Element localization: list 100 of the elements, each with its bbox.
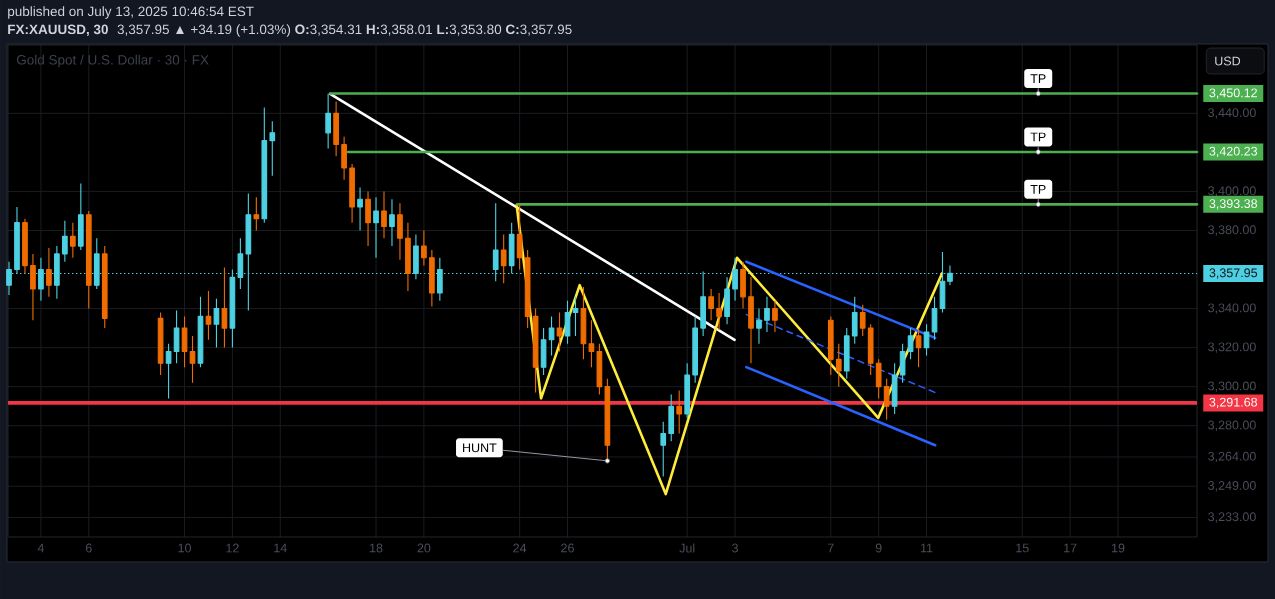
y-tick-label: 3,249.00 (1208, 481, 1256, 492)
annotation: TP (1030, 74, 1046, 83)
annotation: TP (1030, 185, 1046, 194)
x-tick-label: 11 (921, 543, 933, 553)
candlestick (891, 362, 898, 415)
data-label: 3,450.12 (1209, 88, 1257, 99)
x-tick-label: 7 (827, 543, 834, 553)
candlestick (269, 120, 276, 177)
candlestick (22, 218, 28, 274)
text: USD (1215, 56, 1241, 66)
candlestick (500, 233, 507, 284)
annotation: Gold Spot / U.S. Dollar · 30 · FX (16, 54, 209, 68)
y-tick-label: 3,280.00 (1208, 420, 1256, 431)
candlestick (867, 323, 874, 376)
candlestick (189, 335, 196, 384)
candlestick (46, 247, 52, 298)
candlestick (740, 261, 746, 310)
candlestick (835, 343, 842, 388)
candlestick (732, 257, 738, 302)
x-tick-label: 19 (1112, 543, 1125, 553)
candlestick (772, 300, 778, 333)
candlestick (748, 276, 754, 364)
candlestick (325, 93, 331, 150)
candlestick (851, 296, 858, 345)
candlestick (213, 298, 220, 349)
candlestick (756, 308, 762, 345)
x-tick-label: 24 (513, 543, 527, 553)
y-tick-label: 3,300.00 (1208, 381, 1256, 392)
candlestick (173, 309, 180, 364)
candlestick (357, 186, 363, 232)
text: published on July 13, 2025 10:46:54 EST (8, 6, 254, 19)
ref-line-label: 3,357.95 (1209, 268, 1258, 279)
candlestick (540, 327, 547, 376)
x-tick-label: 15 (1016, 543, 1029, 553)
candlestick (77, 183, 84, 251)
candlestick (381, 190, 387, 239)
candlestick (524, 249, 531, 329)
candlestick (341, 136, 347, 181)
x-tick-label: 17 (1064, 543, 1077, 553)
y-tick-label: 3,440.00 (1208, 108, 1256, 119)
candlestick (604, 378, 611, 462)
x-tick-label: 3 (732, 543, 738, 553)
x-tick-label: 6 (85, 543, 92, 553)
candlestick (676, 390, 683, 435)
y-tick-label: 3,320.00 (1208, 342, 1256, 353)
candlestick (883, 378, 890, 421)
candlestick (764, 296, 770, 333)
x-tick-label: 14 (274, 543, 287, 553)
y-tick-label: 3,400.00 (1208, 186, 1256, 197)
candlestick (62, 220, 68, 263)
x-tick-label: 18 (370, 543, 383, 553)
candlestick (397, 202, 403, 261)
data-label: 3,420.23 (1209, 146, 1258, 158)
candlestick (229, 268, 236, 349)
candlestick (827, 315, 834, 376)
candlestick (261, 106, 268, 224)
candlestick (373, 196, 379, 259)
chart-title: FX:XAUUSD, 30 (8, 24, 108, 37)
candlestick (492, 202, 499, 282)
candlestick (429, 249, 435, 308)
x-tick-label: Jul (679, 543, 695, 553)
candlestick (405, 222, 411, 292)
candlestick (692, 315, 699, 384)
candlestick (668, 393, 675, 442)
candlestick (875, 358, 882, 399)
x-tick-label: 10 (178, 543, 191, 553)
y-tick-label: 3,264.00 (1208, 451, 1256, 463)
candlestick (69, 222, 76, 259)
candlestick (716, 292, 722, 331)
candlestick (556, 311, 563, 353)
candlestick (843, 327, 850, 380)
candlestick (365, 190, 371, 247)
x-tick-label: 4 (37, 543, 45, 553)
data-label: 3,393.38 (1209, 199, 1258, 210)
y-tick-label: 3,380.00 (1208, 225, 1256, 236)
candlestick (165, 343, 172, 399)
candlestick (596, 343, 603, 396)
candlestick (724, 276, 730, 325)
candlestick (85, 210, 92, 310)
text: 3,357.95 ▲ +34.19 (+1.03%) O:3,354.31 H:3,358.01 L:3,353.80 C:3,357.95 (117, 24, 572, 37)
candlestick (101, 245, 108, 329)
candlestick (915, 327, 922, 368)
candlestick (588, 319, 595, 368)
y-tick-label: 3,233.00 (1208, 512, 1256, 523)
candlestick (253, 196, 260, 232)
x-tick-label: 12 (226, 543, 239, 553)
candlestick (30, 253, 36, 321)
candlestick (660, 421, 667, 478)
candlestick (708, 288, 714, 321)
candlestick (333, 101, 339, 157)
candlestick (516, 202, 523, 271)
y-tick-label: 3,340.00 (1208, 303, 1256, 314)
candlestick (532, 308, 539, 394)
candlestick (684, 362, 691, 419)
candlestick (421, 229, 427, 267)
candlestick (221, 267, 228, 349)
x-tick-label: 26 (561, 543, 574, 553)
x-tick-label: 20 (417, 543, 431, 553)
candlestick (157, 311, 164, 376)
candlestick (859, 304, 866, 337)
